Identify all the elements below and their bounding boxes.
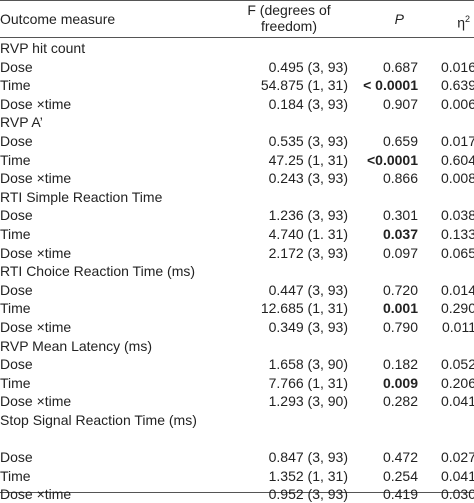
eta-value: 0.041 [440, 393, 474, 410]
row-label: Dose ×time [0, 95, 72, 112]
row-label: Dose [0, 281, 33, 298]
rule [0, 0, 474, 1]
f-value: 54.875 (1, 31) [260, 77, 348, 94]
f-value: 12.685 (1, 31) [260, 300, 348, 317]
eta-value: 0.038 [440, 207, 474, 224]
p-value: 0.907 [382, 95, 418, 112]
row-label: Dose [0, 207, 33, 224]
row-label: Dose ×time [0, 486, 72, 503]
row-label: Dose [0, 133, 33, 149]
row-label: Time [0, 374, 31, 391]
eta-value: 0.011 [442, 319, 474, 335]
eta-value: 0.008 [440, 170, 474, 187]
row-label: Dose [0, 356, 33, 373]
section-title: Stop Signal Reaction Time (ms) [0, 412, 197, 428]
header-cell: Outcome measure [0, 11, 116, 27]
p-value: 0.301 [382, 207, 418, 224]
f-value: 0.243 (3, 93) [268, 170, 348, 187]
f-value: 47.25 (1, 31) [268, 151, 348, 168]
p-value: 0.659 [382, 133, 418, 149]
p-value: 0.009 [382, 374, 418, 391]
f-value: 0.184 (3, 93) [268, 95, 348, 112]
row-label: Dose [0, 449, 33, 466]
eta-value: 0.604 [440, 151, 474, 168]
f-value: 1.658 (3, 90) [268, 356, 348, 373]
f-value: 4.740 (1. 31) [268, 226, 348, 242]
header-cell: P [394, 11, 404, 27]
p-value: 0.182 [382, 356, 418, 373]
row-label: Dose [0, 58, 33, 75]
f-value: 0.535 (3, 93) [268, 133, 348, 149]
p-value: 0.254 [382, 467, 418, 484]
p-value: 0.001 [382, 300, 418, 317]
header-cell: η2 [457, 10, 470, 32]
f-value: 0.447 (3, 93) [268, 281, 348, 298]
row-label: Time [0, 300, 31, 317]
row-label: Time [0, 151, 31, 168]
eta-value: 0.133 [440, 226, 474, 242]
section-title: RVP hit count [0, 40, 86, 56]
eta-value: 0.030 [440, 486, 474, 503]
section-title: RTI Choice Reaction Time (ms) [0, 263, 196, 280]
eta-value: 0.006 [440, 95, 474, 112]
f-value: 0.952 (3, 93) [268, 486, 348, 503]
rule [0, 37, 474, 38]
row-label: Time [0, 77, 31, 94]
eta-value: 0.016 [440, 58, 474, 75]
eta-value: 0.041 [440, 467, 474, 484]
p-value: 0.282 [382, 393, 418, 410]
row-label: Time [0, 467, 31, 484]
f-value: 2.172 (3, 93) [268, 244, 348, 261]
eta: η [457, 14, 465, 31]
f-value: 1.236 (3, 93) [268, 207, 348, 224]
row-label: Dose ×time [0, 319, 72, 335]
p-value: 0.687 [382, 58, 418, 75]
eta-value: 0.017 [440, 133, 474, 149]
header-cell: F (degrees of freedom) [247, 2, 331, 34]
eta-value: 0.014 [440, 281, 474, 298]
row-label: Dose ×time [0, 170, 72, 187]
section-title: RVP Mean Latency (ms) [0, 337, 152, 354]
p-value: 0.037 [382, 226, 418, 242]
eta-value: 0.065 [440, 244, 474, 261]
p-value: 0.419 [382, 486, 418, 503]
eta-value: 0.290 [440, 300, 474, 317]
f-value: 0.847 (3, 93) [268, 449, 348, 466]
p-value: 0.790 [382, 319, 418, 335]
section-title: RTI Simple Reaction Time [0, 188, 163, 205]
eta-value: 0.052 [440, 356, 474, 373]
p-value: 0.097 [382, 244, 418, 261]
f-value: 1.352 (1, 31) [268, 467, 348, 484]
p-value: 0.866 [382, 170, 418, 187]
eta-value: 0.639 [440, 77, 474, 94]
p-value: 0.720 [382, 281, 418, 298]
f-value: 7.766 (1, 31) [268, 374, 348, 391]
row-label: Dose ×time [0, 244, 72, 261]
f-value: 0.495 (3, 93) [268, 58, 348, 75]
row-label: Dose ×time [0, 393, 72, 410]
f-value: 1.293 (3, 90) [268, 393, 348, 410]
eta-sup: 2 [464, 14, 470, 24]
p-value: < 0.0001 [363, 77, 418, 94]
f-value: 0.349 (3, 93) [268, 319, 348, 335]
section-title: RVP A’ [0, 114, 43, 131]
p-value: 0.472 [382, 449, 418, 466]
eta-value: 0.027 [440, 449, 474, 466]
row-label: Time [0, 226, 31, 242]
p-value: <0.0001 [367, 151, 418, 168]
eta-value: 0.206 [440, 374, 474, 391]
